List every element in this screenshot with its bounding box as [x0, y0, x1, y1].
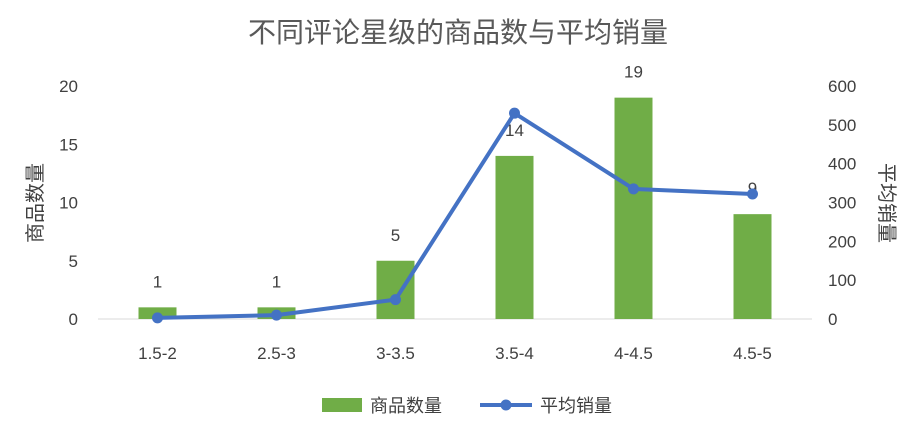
- x-tick-label: 4.5-5: [733, 344, 772, 363]
- legend: 商品数量 平均销量: [322, 396, 612, 417]
- x-tick-label: 3.5-4: [495, 344, 534, 363]
- y-tick-label: 5: [69, 252, 78, 271]
- x-tick-label: 2.5-3: [257, 344, 296, 363]
- line-series: [155, 111, 755, 320]
- legend-line-label: 平均销量: [540, 396, 612, 417]
- x-tick-label: 1.5-2: [138, 344, 177, 363]
- y2-tick-label: 0: [828, 310, 837, 329]
- y2-axis-title: 平均销量: [875, 163, 899, 243]
- bar-data-label: 5: [391, 226, 400, 245]
- y2-tick-label: 400: [828, 155, 856, 174]
- line-point: [628, 183, 639, 195]
- legend-line-marker: [500, 399, 512, 411]
- line-point: [390, 294, 401, 306]
- bar: [733, 214, 772, 319]
- line-point: [747, 188, 758, 200]
- bar-data-label: 1: [153, 272, 162, 291]
- y2-tick-label: 300: [828, 194, 856, 213]
- y-tick-label: 15: [59, 135, 78, 154]
- y2-tick-label: 500: [828, 116, 856, 135]
- bar: [376, 260, 415, 319]
- x-tick-label: 3-3.5: [376, 344, 415, 363]
- legend-bar-label: 商品数量: [370, 396, 442, 417]
- y2-tick-label: 600: [828, 77, 856, 96]
- bar: [614, 97, 653, 320]
- y2-tick-label: 100: [828, 271, 856, 290]
- line-point: [271, 309, 282, 321]
- legend-bar-swatch: [322, 398, 362, 412]
- line-point: [509, 107, 520, 119]
- bar: [495, 155, 534, 319]
- bar-data-label: 1: [272, 272, 281, 291]
- line-point: [152, 312, 163, 324]
- y-axis-title: 商品数量: [23, 163, 47, 243]
- y-tick-label: 0: [69, 310, 78, 329]
- chart-title: 不同评论星级的商品数与平均销量: [248, 16, 668, 49]
- x-tick-label: 4-4.5: [614, 344, 653, 363]
- y2-tick-label: 200: [828, 232, 856, 251]
- y-tick-label: 20: [59, 77, 78, 96]
- y-tick-label: 10: [59, 194, 78, 213]
- bar-data-label: 14: [505, 121, 524, 140]
- bar-data-label: 19: [624, 63, 643, 82]
